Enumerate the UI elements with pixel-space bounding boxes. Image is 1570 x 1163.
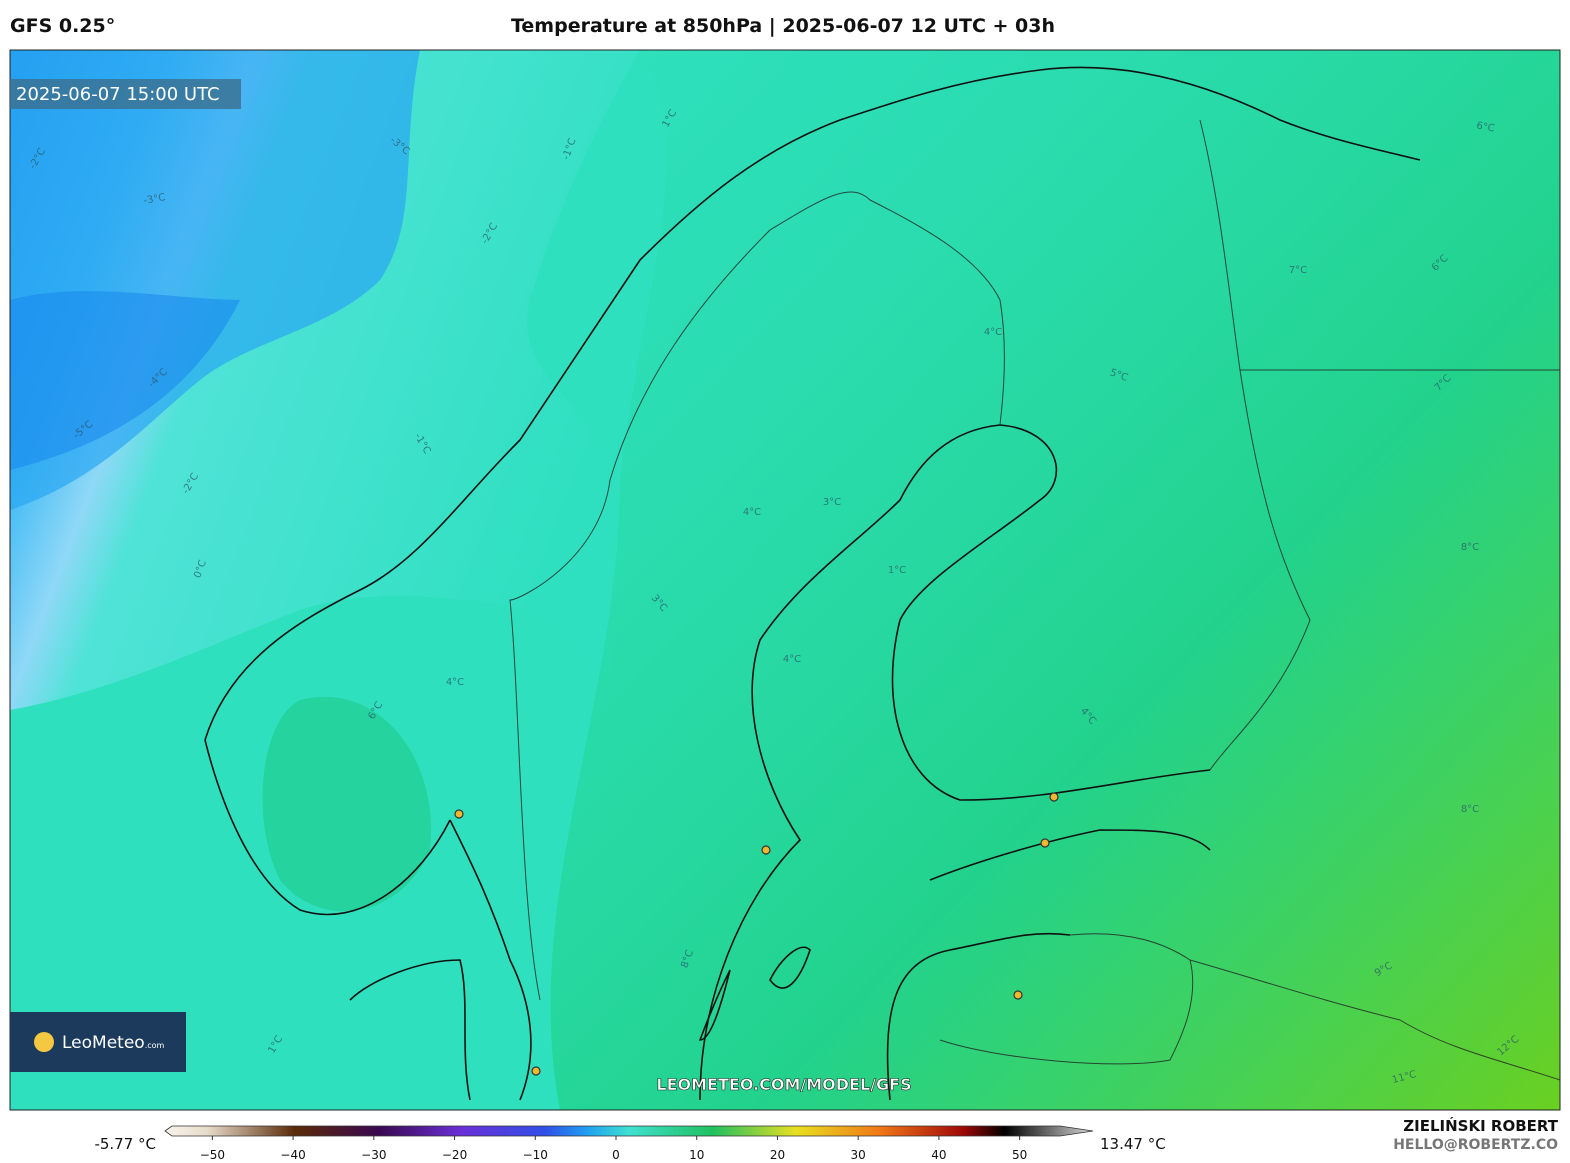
colorbar-tick-label: −30: [361, 1148, 386, 1162]
borders: [509, 119, 1560, 1081]
logo-name: LeoMeteo: [62, 1033, 145, 1053]
contour-label: 4°C: [446, 677, 464, 688]
contour-label: 6°C: [1475, 121, 1495, 135]
map: -2°C-3°C-3°C -1°C-2°C-4°C-5°C-1°C-2°C0°C1…: [10, 50, 1560, 1110]
colorbar-tick-label: −10: [523, 1148, 548, 1162]
colorbar-tick-label: −50: [200, 1148, 225, 1162]
colorbar-tick-label: 40: [931, 1148, 946, 1162]
email: HELLO@ROBERTZ.CO: [1393, 1137, 1558, 1153]
time-box: [10, 79, 241, 109]
logo-suffix: .com: [145, 1041, 165, 1050]
logo-sun: [34, 1032, 54, 1052]
contour-label: 1°C: [888, 565, 906, 576]
colorbar-min: -5.77 °C: [94, 1135, 156, 1153]
colorbar-tick-label: 0: [612, 1148, 620, 1162]
coastlines: [204, 66, 1421, 1101]
colorbar-tick-label: −40: [280, 1148, 305, 1162]
colorbar-bar: [164, 1125, 1094, 1137]
author: ZIELIŃSKI ROBERT: [1403, 1116, 1558, 1135]
contour-label: 7°C: [1289, 265, 1307, 276]
city-markers: [454, 792, 1059, 1076]
watermark: LEOMETEO.COM/MODEL/GFS: [656, 1075, 911, 1094]
contour-label: 4°C: [984, 327, 1002, 338]
contour-label: 4°C: [743, 507, 761, 518]
contour-label: 8°C: [1461, 542, 1479, 553]
colorbar-tick-label: 10: [689, 1148, 704, 1162]
model-name: GFS 0.25°: [10, 15, 115, 37]
contour-label: 8°C: [1461, 804, 1479, 815]
colorbar-tick-label: −20: [442, 1148, 467, 1162]
colorbar: −50 −40 −30 −20 −10 0 10 20 30 40 50: [164, 1125, 1094, 1162]
logo: LeoMeteo.com: [62, 1033, 165, 1053]
colorbar-tick-label: 50: [1012, 1148, 1027, 1162]
colorbar-tick-label: 30: [851, 1148, 866, 1162]
title: Temperature at 850hPa | 2025-06-07 12 UT…: [511, 15, 1055, 37]
valid-time: 2025-06-07 15:00 UTC: [16, 84, 220, 105]
colorbar-max: 13.47 °C: [1100, 1135, 1166, 1153]
contour-label: 3°C: [823, 497, 841, 508]
contour-label: 4°C: [783, 654, 801, 665]
map-frame: [9, 49, 1561, 1111]
colorbar-tick-label: 20: [770, 1148, 785, 1162]
contour-label: -3°C: [143, 192, 167, 207]
